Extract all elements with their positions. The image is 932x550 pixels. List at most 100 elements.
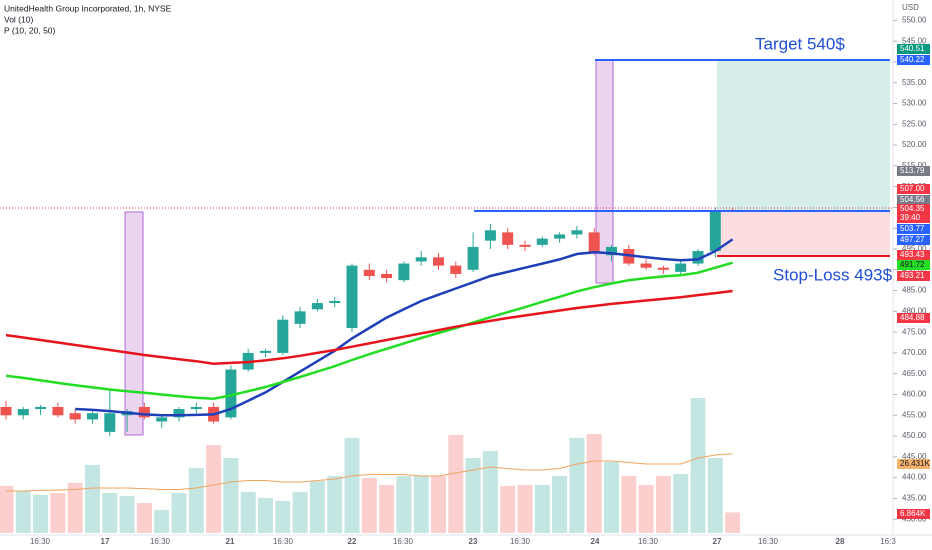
candle-body xyxy=(294,311,306,324)
x-tick-label: 16:30 xyxy=(393,537,414,546)
candle-body xyxy=(398,263,410,281)
y-tick-label: 485.00 xyxy=(902,286,927,295)
price-label: 497.27 xyxy=(900,235,925,244)
candle-body xyxy=(502,232,514,245)
y-tick-label: 530.00 xyxy=(902,99,927,108)
candle-body xyxy=(571,230,583,235)
volume-bar xyxy=(673,473,689,533)
candle-body xyxy=(173,409,185,418)
stop-zone xyxy=(717,210,890,256)
price-label-box xyxy=(897,195,930,205)
candle-body xyxy=(467,246,479,270)
price-label-box xyxy=(897,224,930,234)
currency: USD xyxy=(902,3,919,12)
volume-bar xyxy=(725,512,741,533)
price-label: 504.56 xyxy=(900,195,925,204)
y-tick-label: 550.00 xyxy=(902,15,927,24)
volume-title: Vol (10) xyxy=(4,14,33,24)
ma-title: P (10, 20, 50) xyxy=(4,25,56,35)
price-label: 39:40 xyxy=(900,213,921,222)
moving-average xyxy=(5,261,733,400)
candle-body xyxy=(277,319,289,353)
volume-bar xyxy=(500,485,516,533)
volume-bar xyxy=(292,491,308,533)
volume-bar xyxy=(154,509,170,533)
axes: 430.00435.00440.00445.00450.00455.00460.… xyxy=(30,15,930,546)
y-tick-label: 440.00 xyxy=(902,473,927,482)
volume-bar xyxy=(327,476,343,533)
volume-bar xyxy=(604,461,619,533)
y-tick-label: 455.00 xyxy=(902,410,927,419)
y-tick-label: 520.00 xyxy=(902,140,927,149)
volume-bar xyxy=(85,464,100,533)
volume-bar xyxy=(0,485,14,533)
volume-bar xyxy=(258,497,273,533)
price-label-box xyxy=(897,55,930,65)
x-tick-label: 23 xyxy=(469,537,478,546)
volume-bar xyxy=(171,493,187,533)
price-label-box xyxy=(897,213,930,223)
volume-bar xyxy=(15,491,31,533)
y-tick-label: 460.00 xyxy=(902,390,927,399)
moving-average xyxy=(75,238,734,417)
volume-bar xyxy=(690,398,706,533)
y-tick-label: 515.00 xyxy=(902,161,927,170)
price-label-box xyxy=(897,509,930,519)
x-tick-label: 16:30 xyxy=(30,537,51,546)
candle-body xyxy=(415,257,427,262)
candle-body xyxy=(156,417,168,422)
volume-bar xyxy=(361,478,377,533)
candle-body xyxy=(588,232,600,254)
price-label: 493.43 xyxy=(900,250,925,259)
candle-body xyxy=(692,251,704,264)
price-label-box xyxy=(897,184,930,194)
volume-bar xyxy=(223,458,239,533)
volume-bar xyxy=(50,493,66,533)
price-label-box xyxy=(897,459,930,469)
volume-bar xyxy=(275,500,291,533)
price-label: 507.00 xyxy=(900,184,925,193)
volume-bar xyxy=(67,482,83,533)
candle-body xyxy=(138,406,150,418)
volume-bar xyxy=(586,434,602,533)
y-tick-label: 470.00 xyxy=(902,348,927,357)
target-zone xyxy=(717,60,890,210)
y-tick-label: 435.00 xyxy=(902,494,927,503)
x-tick-label: 21 xyxy=(226,537,235,546)
x-tick-label: 22 xyxy=(348,537,357,546)
volume-bar xyxy=(379,485,395,533)
price-label: 540.22 xyxy=(900,55,925,64)
volume-bar xyxy=(119,496,135,533)
volume-bar xyxy=(33,494,49,533)
y-tick-label: 535.00 xyxy=(902,78,927,87)
y-tick-label: 495.00 xyxy=(902,244,927,253)
chart-title: UnitedHealth Group Incorporated, 1h, NYS… xyxy=(4,3,172,13)
y-tick-label: 545.00 xyxy=(902,36,927,45)
moving-average xyxy=(5,289,733,365)
data xyxy=(0,207,741,533)
price-label-box xyxy=(897,44,930,54)
volume-bar xyxy=(413,476,429,533)
volume-bar xyxy=(136,503,152,533)
price-label-box xyxy=(897,166,930,176)
target-annotation: Target 540$ xyxy=(755,34,845,53)
price-label: 6.864K xyxy=(900,509,926,518)
candle-body xyxy=(433,257,444,266)
candle-body xyxy=(17,409,29,416)
price-label: 504.35 xyxy=(900,204,925,213)
y-tick-label: 445.00 xyxy=(902,452,927,461)
candle-body xyxy=(657,267,669,270)
candle-body xyxy=(346,265,358,328)
y-tick-label: 450.00 xyxy=(902,431,927,440)
candle-body xyxy=(0,406,12,416)
volume-bar xyxy=(552,476,568,533)
x-tick-label: 16:30 xyxy=(150,537,171,546)
candle-body xyxy=(484,230,496,241)
volume-bar xyxy=(431,476,446,533)
x-tick-label: 16:30 xyxy=(510,537,531,546)
volume-bar xyxy=(396,476,412,533)
candle-body xyxy=(260,350,271,353)
drawings xyxy=(0,59,893,436)
